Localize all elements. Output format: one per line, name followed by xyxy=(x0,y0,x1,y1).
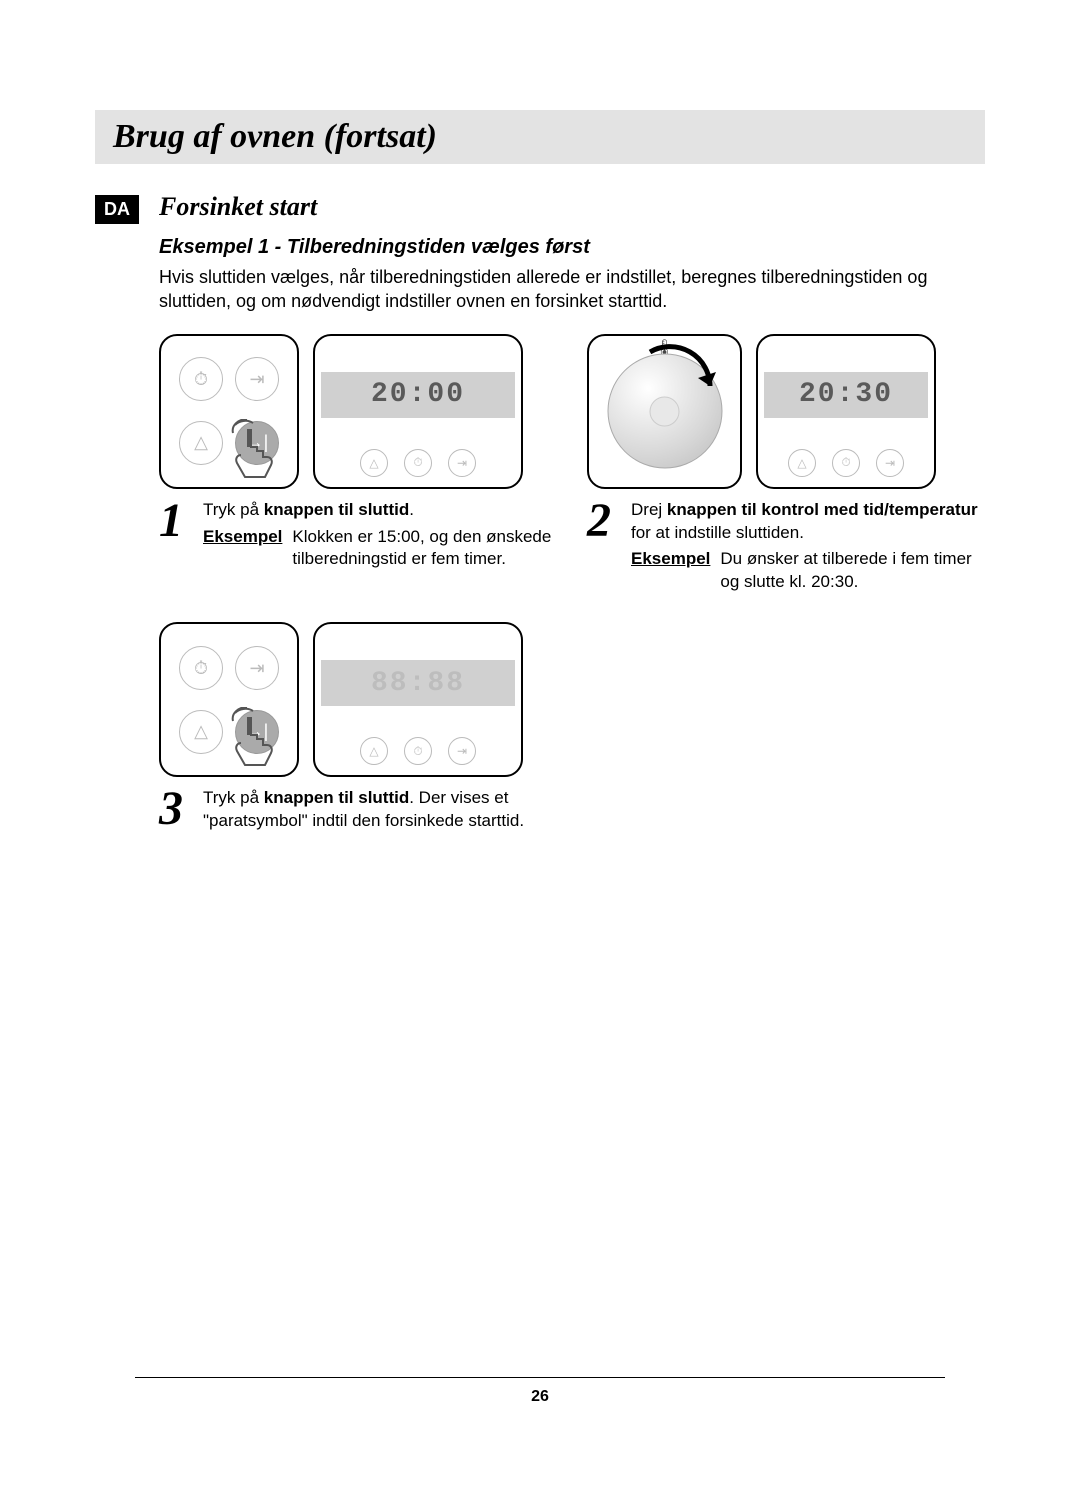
display-time: 20:30 xyxy=(799,379,893,410)
bell-icon: △ xyxy=(179,421,223,465)
display-panel-illustration: 20:30 △ ⏱ ⇥ xyxy=(756,334,936,489)
display-panel-illustration: 88:88 △ ⏱ ⇥ xyxy=(313,622,523,777)
example-text: Klokken er 15:00, og den ønskede tilbere… xyxy=(292,526,557,572)
intro-text: Hvis sluttiden vælges, når tilberednings… xyxy=(159,265,985,314)
mini-btn-icon: ⇥ xyxy=(448,449,476,477)
step-description: Drej knappen til kontrol med tid/tempera… xyxy=(631,499,985,595)
press-hand-icon xyxy=(227,707,285,769)
section-title: Forsinket start xyxy=(159,192,317,222)
display-time: 20:00 xyxy=(371,379,465,410)
bell-icon: △ xyxy=(179,710,223,754)
page-footer: 26 xyxy=(0,1377,1080,1406)
step-number: 1 xyxy=(159,499,193,572)
step-number: 3 xyxy=(159,787,193,833)
step-description: Tryk på knappen til sluttid. Der vises e… xyxy=(203,787,557,833)
step-description: Tryk på knappen til sluttid. Eksempel Kl… xyxy=(203,499,557,572)
title-bar: Brug af ovnen (fortsat) xyxy=(95,110,985,164)
mini-btn-icon: △ xyxy=(788,449,816,477)
page-title: Brug af ovnen (fortsat) xyxy=(113,118,967,156)
turn-arrow-icon xyxy=(638,340,728,420)
mini-btn-icon: ⏱ xyxy=(404,737,432,765)
display-time: 88:88 xyxy=(371,668,465,699)
mini-btn-icon: △ xyxy=(360,737,388,765)
mini-btn-icon: ⇥ xyxy=(448,737,476,765)
clock-icon: ⏱ xyxy=(179,646,223,690)
example-subheading: Eksempel 1 - Tilberedningstiden vælges f… xyxy=(159,236,985,259)
step-number: 2 xyxy=(587,499,621,595)
example-text: Du ønsker at tilberede i fem timer og sl… xyxy=(720,548,985,594)
example-label: Eksempel xyxy=(631,548,710,594)
clock-icon: ⏱ xyxy=(179,357,223,401)
display-panel-illustration: 20:00 △ ⏱ ⇥ xyxy=(313,334,523,489)
button-panel-illustration: ⏱ ⇥ △ →| xyxy=(159,622,299,777)
example-label: Eksempel xyxy=(203,526,282,572)
mini-btn-icon: ⇥ xyxy=(876,449,904,477)
page-number: 26 xyxy=(0,1388,1080,1406)
step-1: ⏱ ⇥ △ →| xyxy=(159,334,557,595)
mini-btn-icon: ⏱ xyxy=(404,449,432,477)
language-badge: DA xyxy=(95,195,139,224)
step-2: 🌡 20:30 △ ⏱ ⇥ xyxy=(587,334,985,595)
dial-panel-illustration: 🌡 xyxy=(587,334,742,489)
footer-divider xyxy=(135,1377,945,1378)
endtime-icon: ⇥ xyxy=(235,357,279,401)
mini-btn-icon: △ xyxy=(360,449,388,477)
press-hand-icon xyxy=(227,419,285,481)
mini-btn-icon: ⏱ xyxy=(832,449,860,477)
step-3: ⏱ ⇥ △ →| xyxy=(159,622,557,833)
button-panel-illustration: ⏱ ⇥ △ →| xyxy=(159,334,299,489)
endtime-icon: ⇥ xyxy=(235,646,279,690)
